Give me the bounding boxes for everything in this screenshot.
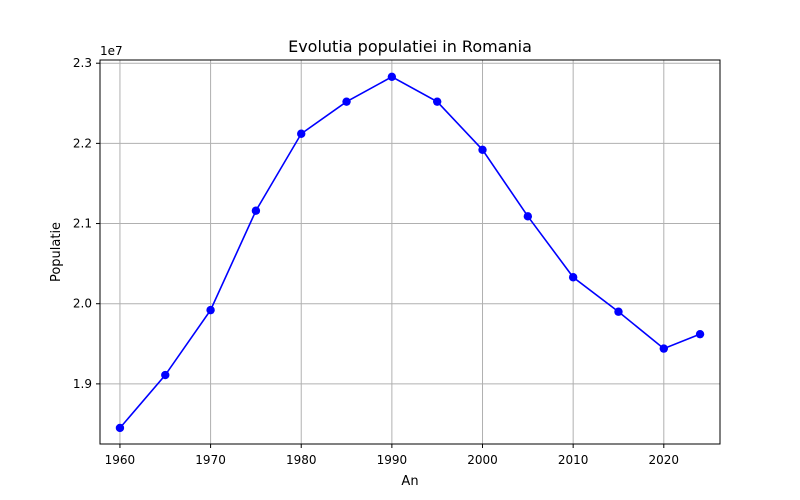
series-layer: [115, 72, 705, 433]
chart-title: Evolutia populatiei in Romania: [288, 37, 532, 56]
data-point-2005: [523, 212, 533, 221]
x-tick-label: 2020: [649, 453, 680, 467]
data-point-1995: [432, 97, 442, 106]
x-tick-label: 2010: [558, 453, 589, 467]
data-point-1985: [342, 97, 351, 106]
x-tick-label: 1960: [105, 453, 136, 467]
data-point-2015: [614, 307, 623, 316]
data-point-2000: [478, 145, 487, 154]
data-point-1960: [115, 423, 125, 433]
y-tick-label: 2.3: [73, 56, 92, 70]
data-point-1965: [161, 370, 170, 380]
y-tick-label: 2.0: [73, 297, 92, 311]
ticks-layer: 1960 1970 1980 1990 2000 2010 2020 1.9 2.0 2.1 2.2…: [73, 56, 679, 467]
y-tick-label: 2.1: [73, 217, 92, 231]
grid: [100, 60, 720, 444]
x-tick-label: 2000: [467, 453, 498, 467]
x-tick-label: 1990: [377, 453, 408, 467]
data-point-1970: [206, 305, 215, 315]
data-point-1975: [251, 206, 261, 215]
data-point-1980: [297, 129, 306, 138]
data-point-1990: [387, 72, 397, 82]
population-series-line: [119, 75, 701, 429]
x-axis-label: An: [401, 474, 418, 489]
y-offset-label: 1e7: [100, 44, 123, 58]
y-tick-label: 2.2: [73, 136, 92, 150]
data-point-2010: [568, 273, 578, 282]
x-tick-label: 1970: [195, 453, 226, 467]
data-point-2024: [695, 329, 705, 339]
y-axis-label: Populatie: [49, 222, 64, 282]
axes-frame: [99, 59, 721, 445]
y-tick-label: 1.9: [73, 377, 92, 391]
data-point-2020: [659, 344, 669, 353]
x-tick-label: 1980: [286, 453, 317, 467]
